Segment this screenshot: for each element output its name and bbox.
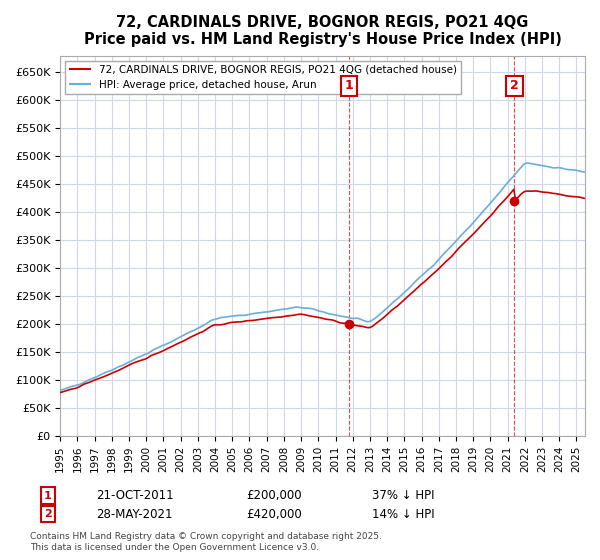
Text: 2: 2 [510,80,519,92]
Text: 2: 2 [44,509,52,519]
Title: 72, CARDINALS DRIVE, BOGNOR REGIS, PO21 4QG
Price paid vs. HM Land Registry's Ho: 72, CARDINALS DRIVE, BOGNOR REGIS, PO21 … [83,15,562,48]
Text: 28-MAY-2021: 28-MAY-2021 [96,507,173,521]
Text: £200,000: £200,000 [246,489,302,502]
Text: 1: 1 [345,80,353,92]
Text: 21-OCT-2011: 21-OCT-2011 [96,489,173,502]
Text: Contains HM Land Registry data © Crown copyright and database right 2025.
This d: Contains HM Land Registry data © Crown c… [30,532,382,552]
Text: 14% ↓ HPI: 14% ↓ HPI [372,507,434,521]
Legend: 72, CARDINALS DRIVE, BOGNOR REGIS, PO21 4QG (detached house), HPI: Average price: 72, CARDINALS DRIVE, BOGNOR REGIS, PO21 … [65,60,461,94]
Text: 37% ↓ HPI: 37% ↓ HPI [372,489,434,502]
Text: £420,000: £420,000 [246,507,302,521]
Text: 1: 1 [44,491,52,501]
